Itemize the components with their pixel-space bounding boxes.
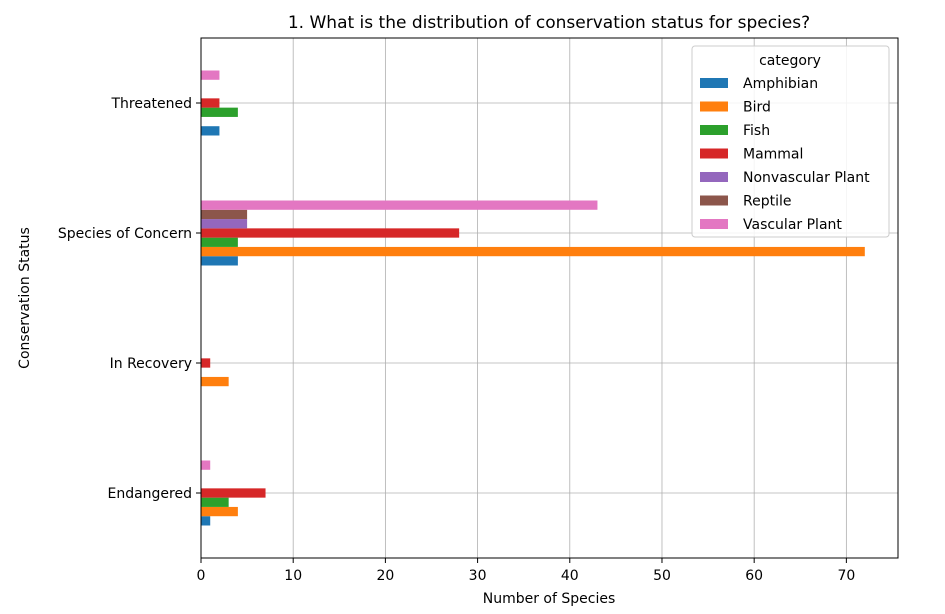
bar-fish-endangered bbox=[201, 497, 229, 507]
legend-label: Reptile bbox=[743, 194, 791, 210]
bar-mammal-endangered bbox=[201, 488, 266, 498]
bar-amphibian-threatened bbox=[201, 126, 220, 136]
y-tick-label: In Recovery bbox=[110, 356, 192, 372]
legend-label: Mammal bbox=[743, 147, 803, 163]
x-tick-label: 0 bbox=[197, 568, 206, 584]
legend-swatch bbox=[700, 101, 728, 112]
bar-amphibian-species-of-concern bbox=[201, 256, 238, 266]
bar-bird-species-of-concern bbox=[201, 246, 865, 257]
plot-frame bbox=[200, 37, 899, 559]
legend-label: Vascular Plant bbox=[743, 217, 842, 233]
y-axis-ticks: Endangered In Recovery Species of Concern T… bbox=[58, 96, 201, 502]
bar-vascular-plant-endangered bbox=[201, 460, 211, 470]
bar-amphibian-endangered bbox=[201, 516, 211, 526]
legend-title: category bbox=[759, 53, 821, 69]
legend-label: Amphibian bbox=[743, 76, 818, 92]
y-axis-title: Conservation Status bbox=[17, 227, 33, 369]
bar-fish-threatened bbox=[201, 107, 238, 117]
bar-bird-in-recovery bbox=[201, 376, 229, 387]
x-tick-label: 60 bbox=[745, 568, 763, 584]
legend-swatch bbox=[700, 219, 728, 229]
bar-mammal-threatened bbox=[201, 98, 220, 108]
chart-title: 1. What is the distribution of conservat… bbox=[288, 13, 810, 33]
bar-vascular-plant-species-of-concern bbox=[201, 200, 598, 210]
bar-mammal-species-of-concern bbox=[201, 228, 460, 238]
legend: category Amphibian Bird Fish Mammal Nonvascu… bbox=[691, 45, 890, 238]
bar-reptile-species-of-concern bbox=[201, 209, 248, 220]
x-tick-label: 70 bbox=[837, 568, 855, 584]
x-tick-label: 30 bbox=[469, 568, 487, 584]
y-tick-label: Threatened bbox=[110, 96, 192, 112]
legend-items: Amphibian Bird Fish Mammal Nonvascular Plant… bbox=[700, 76, 870, 233]
bar-nonvascular-plant-species-of-concern bbox=[201, 219, 248, 229]
legend-swatch bbox=[700, 148, 728, 159]
legend-swatch bbox=[700, 125, 728, 135]
legend-label: Nonvascular Plant bbox=[743, 170, 870, 186]
legend-label: Fish bbox=[743, 123, 770, 139]
legend-swatch bbox=[700, 195, 728, 206]
bar-fish-species-of-concern bbox=[201, 237, 238, 247]
x-tick-label: 20 bbox=[376, 568, 394, 584]
y-tick-label: Species of Concern bbox=[58, 226, 192, 242]
legend-swatch bbox=[700, 172, 728, 182]
bar-vascular-plant-threatened bbox=[201, 70, 220, 80]
bar-bird-endangered bbox=[201, 506, 238, 517]
bar-mammal-in-recovery bbox=[201, 358, 211, 368]
x-axis-ticks: 0 10 20 30 40 50 60 70 bbox=[197, 558, 855, 584]
y-tick-label: Endangered bbox=[107, 486, 192, 502]
x-tick-label: 50 bbox=[653, 568, 671, 584]
bars bbox=[201, 70, 865, 526]
x-axis-title: Number of Species bbox=[483, 591, 616, 607]
legend-label: Bird bbox=[743, 100, 771, 116]
x-tick-label: 10 bbox=[284, 568, 302, 584]
x-tick-label: 40 bbox=[561, 568, 579, 584]
legend-box bbox=[691, 45, 890, 238]
legend-swatch bbox=[700, 78, 728, 88]
